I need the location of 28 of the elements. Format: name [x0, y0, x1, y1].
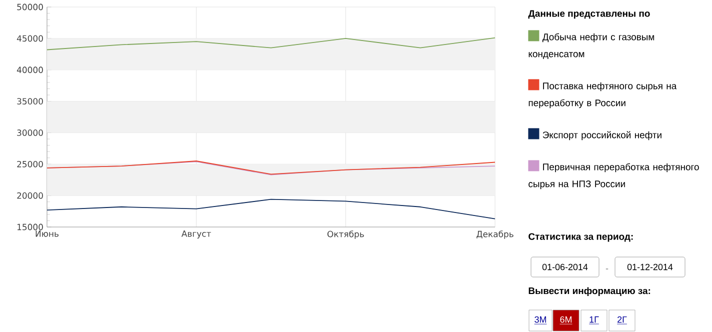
y-tick-label: 25000	[17, 160, 43, 168]
y-tick-label: 50000	[17, 4, 43, 10]
text: 2Г	[618, 316, 627, 323]
legend-label: Добыча нефти с газовым конденсатом	[528, 33, 654, 60]
y-tick-label: 35000	[17, 98, 43, 104]
x-tick-label: Декабрь	[476, 230, 514, 239]
legend-label: Поставка нефтяного сырья на переработку в России	[528, 82, 677, 108]
legend-label: Первичная переработка нефтяного сырья на НПЗ России	[528, 163, 699, 190]
text: Статистика за период:	[528, 233, 633, 242]
x-tick-label: Июнь	[36, 230, 58, 237]
x-tick-label: Август	[181, 230, 212, 238]
text: Вывести информацию за:	[528, 287, 650, 296]
legend-title: Данные представлены по	[528, 10, 650, 19]
x-tick-label: Октябрь	[327, 230, 364, 239]
y-tick-label: 30000	[17, 130, 43, 136]
text: 01-06-2014	[542, 264, 588, 270]
text: 3М	[534, 316, 546, 323]
y-tick-label: 20000	[17, 192, 43, 199]
y-tick-label: 15000	[17, 224, 43, 230]
y-tick-label: 40000	[16, 66, 43, 74]
text: -	[606, 268, 608, 270]
legend-label: Экспорт российской нефти	[542, 131, 662, 140]
text: 6М	[560, 316, 572, 323]
text: 1Г	[590, 316, 599, 323]
line-series	[46, 37, 496, 50]
y-tick-label: 45000	[16, 35, 43, 42]
text: 01-12-2014	[627, 264, 673, 270]
line-series	[46, 198, 496, 220]
